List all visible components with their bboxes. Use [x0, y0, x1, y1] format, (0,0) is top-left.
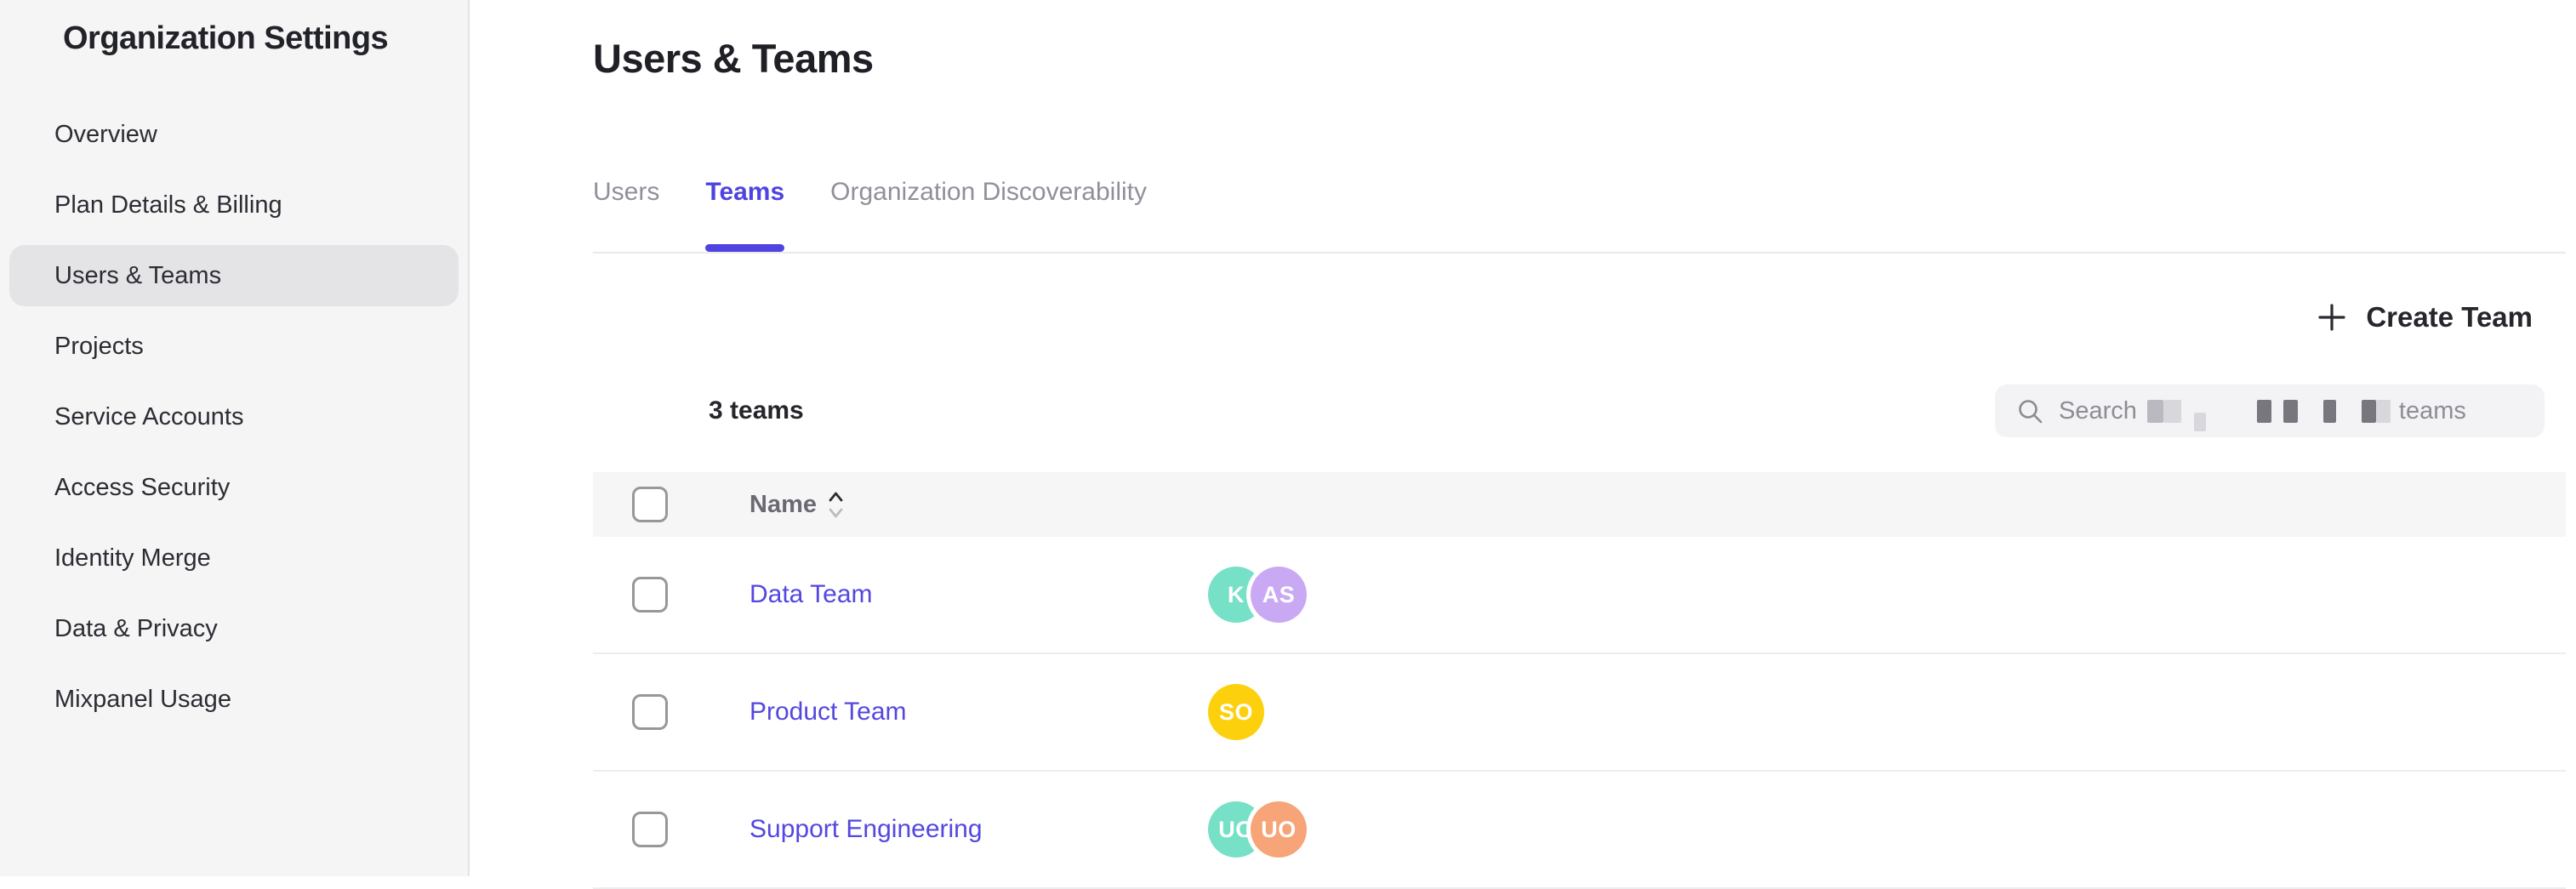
search-icon — [2019, 399, 2043, 423]
avatar: AS — [1251, 567, 1307, 624]
row-checkbox[interactable] — [632, 694, 668, 731]
sidebar-item-service-accounts[interactable]: Service Accounts — [54, 402, 244, 430]
row-checkbox[interactable] — [632, 577, 668, 613]
sort-icon[interactable] — [829, 490, 843, 520]
row-checkbox-cell — [632, 577, 749, 613]
table-row: Product Team SO — [593, 654, 2566, 772]
select-all-checkbox[interactable] — [632, 487, 668, 523]
team-name-link[interactable]: Data Team — [749, 580, 873, 609]
teams-table: Name Data Team K AS Product Team — [593, 472, 2566, 889]
search-input[interactable]: Search teams — [1995, 385, 2545, 438]
header-checkbox-cell — [632, 487, 749, 523]
teams-count: 3 teams — [709, 396, 804, 425]
redacted-block — [2361, 399, 2376, 423]
sidebar-item-mixpanel-usage[interactable]: Mixpanel Usage — [54, 685, 231, 713]
row-checkbox-cell — [632, 812, 749, 848]
redacted-block — [2256, 399, 2271, 423]
table-row: Data Team K AS — [593, 537, 2566, 655]
redacted-block — [2193, 413, 2206, 432]
table-header-row: Name — [593, 472, 2566, 538]
search-placeholder: Search teams — [2059, 397, 2522, 432]
tab-organization-discoverability[interactable]: Organization Discoverability — [830, 178, 1147, 207]
redacted-block — [2282, 399, 2298, 423]
row-checkbox-cell — [632, 694, 749, 731]
team-name-link[interactable]: Product Team — [749, 698, 907, 727]
sidebar-nav: Overview Plan Details & Billing Users & … — [0, 104, 468, 730]
page-title: Users & Teams — [593, 36, 874, 81]
member-avatar-stack: UO UO — [1208, 801, 2566, 858]
sidebar-item-projects[interactable]: Projects — [54, 332, 144, 360]
sidebar-item-overview[interactable]: Overview — [54, 120, 157, 148]
redacted-block — [2146, 399, 2163, 423]
avatar: SO — [1208, 684, 1264, 741]
tab-users[interactable]: Users — [593, 178, 660, 207]
create-team-label: Create Team — [2366, 301, 2533, 333]
tab-teams[interactable]: Teams — [705, 177, 784, 253]
redacted-block — [2322, 399, 2336, 423]
sidebar-item-identity-merge[interactable]: Identity Merge — [54, 544, 211, 572]
sidebar-item-plan-details-billing[interactable]: Plan Details & Billing — [54, 191, 282, 219]
member-avatar-stack: K AS — [1208, 567, 2566, 624]
main-content: Users & Teams Users Teams Organization D… — [470, 0, 2576, 889]
create-team-button[interactable]: Create Team — [2317, 298, 2533, 337]
name-column-header[interactable]: Name — [749, 490, 1208, 520]
redacted-block — [2375, 399, 2391, 423]
avatar: UO — [1208, 801, 1264, 858]
sidebar-item-access-security[interactable]: Access Security — [54, 473, 231, 501]
avatar: UO — [1251, 801, 1307, 858]
row-checkbox[interactable] — [632, 812, 668, 848]
sidebar-title: Organization Settings — [63, 20, 389, 56]
tab-bar: Users Teams Organization Discoverability — [593, 177, 2566, 254]
table-row: Support Engineering UO UO — [593, 772, 2566, 889]
sidebar: Organization Settings Overview Plan Deta… — [0, 0, 470, 876]
sidebar-item-data-privacy[interactable]: Data & Privacy — [54, 614, 218, 642]
controls-row: 3 teams Search teams — [593, 385, 2566, 438]
plus-icon — [2318, 304, 2345, 331]
sidebar-item-users-teams[interactable]: Users & Teams — [9, 245, 459, 306]
toolbar: Create Team — [593, 298, 2566, 337]
redacted-block — [2163, 399, 2181, 423]
team-name-link[interactable]: Support Engineering — [749, 815, 983, 844]
member-avatar-stack: SO — [1208, 684, 2566, 741]
